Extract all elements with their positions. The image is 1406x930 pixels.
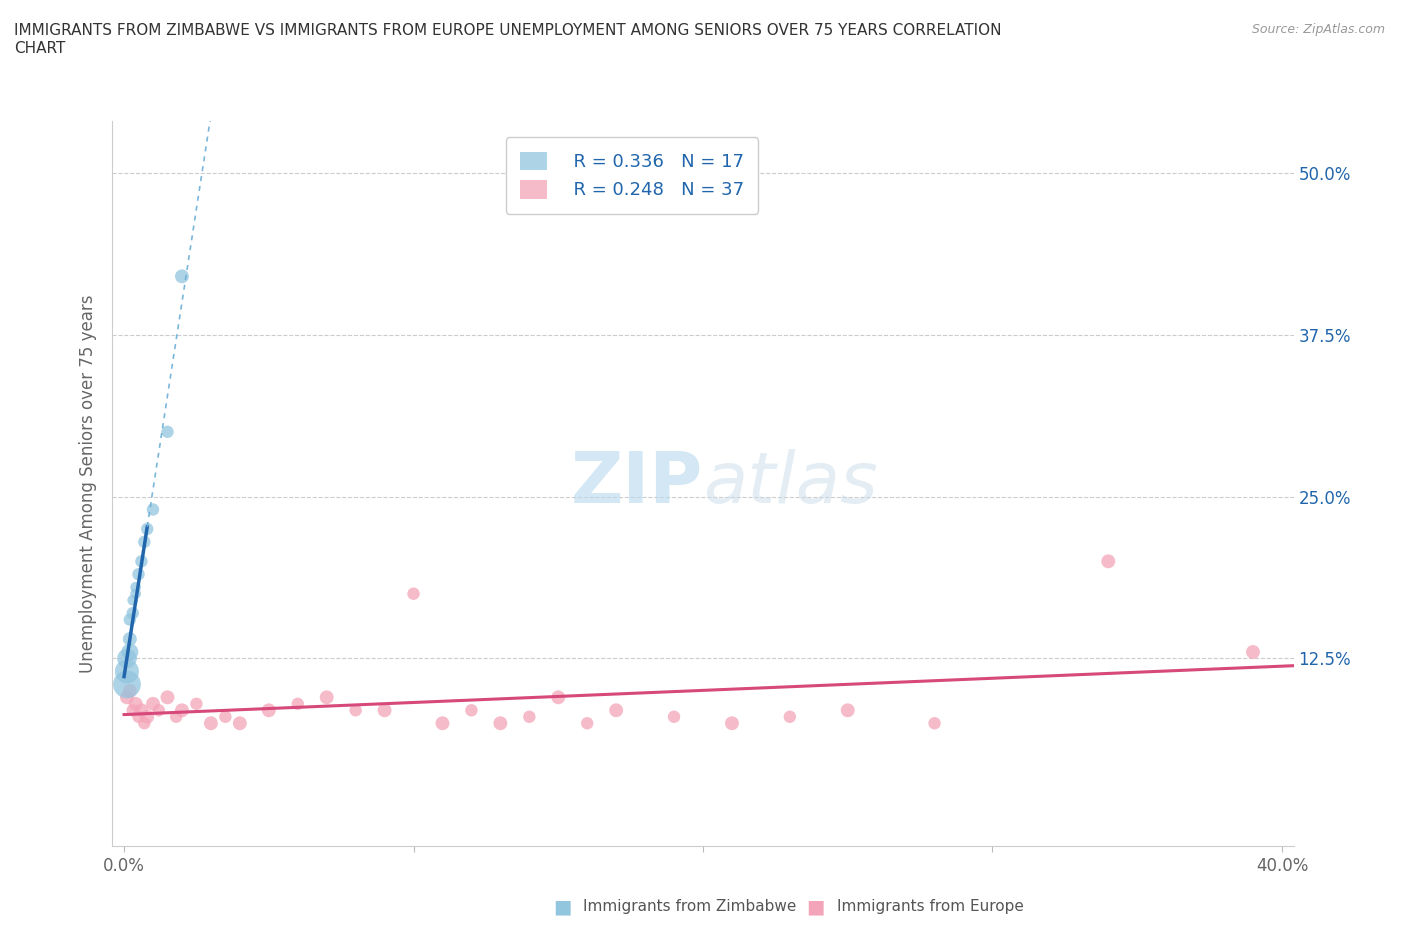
Text: ZIP: ZIP	[571, 449, 703, 518]
Point	[200, 716, 222, 731]
Point	[124, 586, 146, 601]
Point	[315, 690, 337, 705]
Point	[837, 703, 859, 718]
Point	[115, 664, 138, 679]
Point	[165, 710, 187, 724]
Point	[547, 690, 569, 705]
Text: ■: ■	[553, 897, 572, 916]
Text: Immigrants from Zimbabwe: Immigrants from Zimbabwe	[583, 899, 797, 914]
Point	[432, 716, 454, 731]
Text: atlas: atlas	[703, 449, 877, 518]
Point	[214, 710, 236, 724]
Point	[124, 579, 146, 594]
Point	[229, 716, 252, 731]
Point	[576, 716, 599, 731]
Point	[115, 677, 138, 692]
Point	[257, 703, 280, 718]
Point	[1097, 554, 1119, 569]
Point	[142, 502, 165, 517]
Point	[136, 710, 159, 724]
Point	[374, 703, 396, 718]
Text: Source: ZipAtlas.com: Source: ZipAtlas.com	[1251, 23, 1385, 36]
Point	[170, 269, 193, 284]
Point	[779, 710, 801, 724]
Point	[605, 703, 627, 718]
Point	[460, 703, 482, 718]
Point	[517, 710, 540, 724]
Point	[170, 703, 193, 718]
Point	[118, 644, 141, 659]
Point	[131, 554, 153, 569]
Point	[121, 605, 143, 620]
Point	[118, 631, 141, 646]
Legend:   R = 0.336   N = 17,   R = 0.248   N = 37: R = 0.336 N = 17, R = 0.248 N = 37	[506, 138, 758, 214]
Point	[721, 716, 744, 731]
Point	[142, 697, 165, 711]
Point	[118, 684, 141, 698]
Point	[287, 697, 309, 711]
Y-axis label: Unemployment Among Seniors over 75 years: Unemployment Among Seniors over 75 years	[79, 295, 97, 672]
Point	[115, 651, 138, 666]
Point	[128, 710, 150, 724]
Point	[156, 424, 179, 439]
Text: ■: ■	[806, 897, 825, 916]
Point	[344, 703, 367, 718]
Point	[489, 716, 512, 731]
Point	[1241, 644, 1264, 659]
Point	[128, 567, 150, 582]
Point	[134, 535, 156, 550]
Point	[124, 697, 146, 711]
Point	[118, 612, 141, 627]
Point	[115, 690, 138, 705]
Text: Immigrants from Europe: Immigrants from Europe	[837, 899, 1024, 914]
Text: IMMIGRANTS FROM ZIMBABWE VS IMMIGRANTS FROM EUROPE UNEMPLOYMENT AMONG SENIORS OV: IMMIGRANTS FROM ZIMBABWE VS IMMIGRANTS F…	[14, 23, 1001, 56]
Point	[156, 690, 179, 705]
Point	[924, 716, 946, 731]
Point	[148, 703, 170, 718]
Point	[121, 703, 143, 718]
Point	[121, 592, 143, 607]
Point	[402, 586, 425, 601]
Point	[662, 710, 685, 724]
Point	[136, 522, 159, 537]
Point	[131, 703, 153, 718]
Point	[134, 716, 156, 731]
Point	[186, 697, 208, 711]
